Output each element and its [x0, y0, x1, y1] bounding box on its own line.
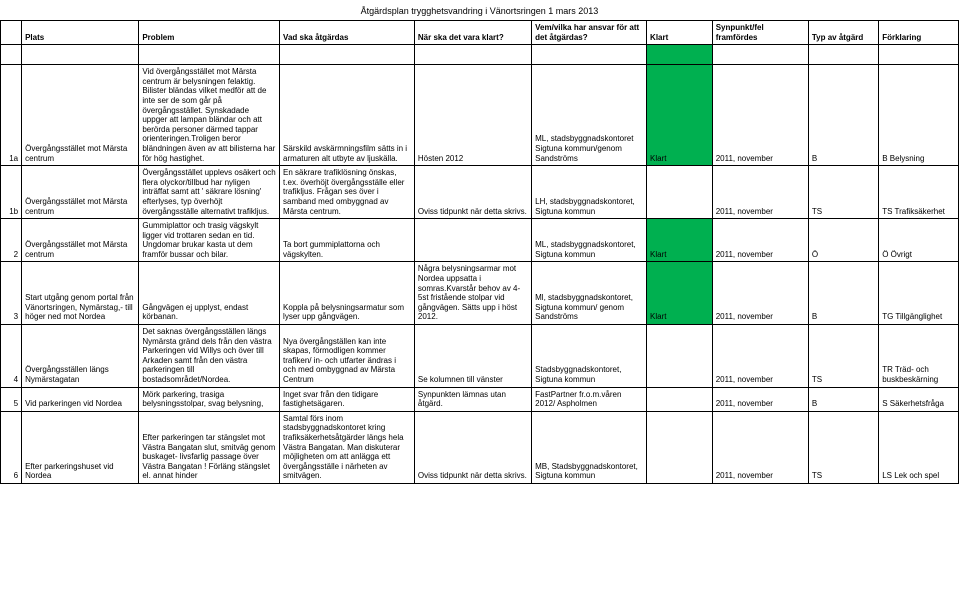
cell-vem: MB, Stadsbyggnadskontoret, Sigtuna kommu…	[532, 411, 647, 483]
col-num	[1, 21, 22, 45]
cell-plats: Övergångsställen längs Nymärstagatan	[22, 325, 139, 388]
cell-num: 1b	[1, 166, 22, 219]
cell-fork: TR Träd- och buskbeskärning	[879, 325, 959, 388]
cell-problem: Efter parkeringen tar stängslet mot Väst…	[139, 411, 280, 483]
cell-num: 1a	[1, 65, 22, 166]
cell-klart	[647, 411, 713, 483]
page-title: Åtgärdsplan trygghetsvandring i Vänortsr…	[0, 0, 959, 20]
cell-nar: Se kolumnen till vänster	[414, 325, 531, 388]
cell-problem: Övergångsstället upplevs osäkert och fle…	[139, 166, 280, 219]
cell-plats: Vid parkeringen vid Nordea	[22, 387, 139, 411]
cell-problem: Gummiplattor och trasig vägskylt ligger …	[139, 219, 280, 262]
cell-plats: Efter parkeringshuset vid Nordea	[22, 411, 139, 483]
cell-atgard: Särskild avskärmningsfilm sätts in i arm…	[280, 65, 415, 166]
cell-klart	[647, 166, 713, 219]
cell-syn: 2011, november	[712, 387, 808, 411]
cell-atgard: Samtal förs inom stadsbyggnadskontoret k…	[280, 411, 415, 483]
cell-typ: B	[808, 65, 878, 166]
cell-klart: Klart	[647, 219, 713, 262]
spacer-row	[1, 45, 959, 65]
col-plats: Plats	[22, 21, 139, 45]
cell-fork: Ö Övrigt	[879, 219, 959, 262]
cell-fork: B Belysning	[879, 65, 959, 166]
table-row: 1bÖvergångsstället mot Märsta centrumÖve…	[1, 166, 959, 219]
col-fork: Förklaring	[879, 21, 959, 45]
cell-problem: Gångvägen ej upplyst, endast körbanan.	[139, 262, 280, 325]
cell-atgard: Inget svar från den tidigare fastighetsä…	[280, 387, 415, 411]
cell-plats: Övergångsstället mot Märsta centrum	[22, 219, 139, 262]
cell-num: 4	[1, 325, 22, 388]
cell-nar: Oviss tidpunkt när detta skrivs.	[414, 411, 531, 483]
cell-klart: Klart	[647, 262, 713, 325]
cell-klart	[647, 325, 713, 388]
cell-nar	[414, 219, 531, 262]
table-row: 6Efter parkeringshuset vid NordeaEfter p…	[1, 411, 959, 483]
cell-vem: FastPartner fr.o.m.våren 2012/ Aspholmen	[532, 387, 647, 411]
table-row: 3Start utgång genom portal från Vänortsr…	[1, 262, 959, 325]
col-typ: Typ av åtgärd	[808, 21, 878, 45]
cell-problem: Vid övergångsstället mot Märsta centrum …	[139, 65, 280, 166]
col-nar: När ska det vara klart?	[414, 21, 531, 45]
cell-typ: TS	[808, 325, 878, 388]
cell-vem: ML, stadsbyggnadskontoret, Sigtuna kommu…	[532, 219, 647, 262]
col-problem: Problem	[139, 21, 280, 45]
cell-vem: ML, stadsbyggnadskontoret Sigtuna kommun…	[532, 65, 647, 166]
col-vem: Vem/vilka har ansvar för att det åtgärda…	[532, 21, 647, 45]
cell-fork: LS Lek och spel	[879, 411, 959, 483]
cell-problem: Det saknas övergångsställen längs Nymärs…	[139, 325, 280, 388]
table-row: 1aÖvergångsstället mot Märsta centrumVid…	[1, 65, 959, 166]
cell-nar: Synpunkten lämnas utan åtgärd.	[414, 387, 531, 411]
table-row: 5Vid parkeringen vid NordeaMörk parkerin…	[1, 387, 959, 411]
cell-num: 6	[1, 411, 22, 483]
cell-syn: 2011, november	[712, 219, 808, 262]
cell-num: 5	[1, 387, 22, 411]
cell-plats: Start utgång genom portal från Vänortsri…	[22, 262, 139, 325]
cell-vem: Ml, stadsbyggnadskontoret, Sigtuna kommu…	[532, 262, 647, 325]
col-atgard: Vad ska åtgärdas	[280, 21, 415, 45]
cell-atgard: Koppla på belysningsarmatur som lyser up…	[280, 262, 415, 325]
cell-typ: B	[808, 262, 878, 325]
cell-vem: Stadsbyggnadskontoret, Sigtuna kommun	[532, 325, 647, 388]
cell-typ: B	[808, 387, 878, 411]
cell-syn: 2011, november	[712, 166, 808, 219]
cell-klart: Klart	[647, 65, 713, 166]
col-syn: Synpunkt/fel framfördes	[712, 21, 808, 45]
cell-vem: LH, stadsbyggnadskontoret, Sigtuna kommu…	[532, 166, 647, 219]
cell-problem: Mörk parkering, trasiga belysningsstolpa…	[139, 387, 280, 411]
cell-fork: S Säkerhetsfråga	[879, 387, 959, 411]
cell-atgard: Ta bort gummiplattorna och vägskylten.	[280, 219, 415, 262]
cell-syn: 2011, november	[712, 262, 808, 325]
table-header-row: Plats Problem Vad ska åtgärdas När ska d…	[1, 21, 959, 45]
col-klart: Klart	[647, 21, 713, 45]
cell-plats: Övergångsstället mot Märsta centrum	[22, 166, 139, 219]
cell-plats: Övergångsstället mot Märsta centrum	[22, 65, 139, 166]
cell-atgard: En säkrare trafiklösning önskas, t.ex. ö…	[280, 166, 415, 219]
cell-num: 3	[1, 262, 22, 325]
cell-nar: Några belysningsarmar mot Nordea uppsatt…	[414, 262, 531, 325]
table-row: 4Övergångsställen längs NymärstagatanDet…	[1, 325, 959, 388]
cell-nar: Oviss tidpunkt när detta skrivs.	[414, 166, 531, 219]
cell-typ: TS	[808, 166, 878, 219]
cell-fork: TS Trafiksäkerhet	[879, 166, 959, 219]
cell-fork: TG Tillgänglighet	[879, 262, 959, 325]
cell-syn: 2011, november	[712, 411, 808, 483]
cell-typ: Ö	[808, 219, 878, 262]
cell-klart	[647, 387, 713, 411]
cell-atgard: Nya övergångställen kan inte skapas, för…	[280, 325, 415, 388]
cell-typ: TS	[808, 411, 878, 483]
cell-nar: Hösten 2012	[414, 65, 531, 166]
cell-syn: 2011, november	[712, 325, 808, 388]
cell-num: 2	[1, 219, 22, 262]
cell-syn: 2011, november	[712, 65, 808, 166]
table-row: 2Övergångsstället mot Märsta centrumGumm…	[1, 219, 959, 262]
action-plan-table: Plats Problem Vad ska åtgärdas När ska d…	[0, 20, 959, 484]
